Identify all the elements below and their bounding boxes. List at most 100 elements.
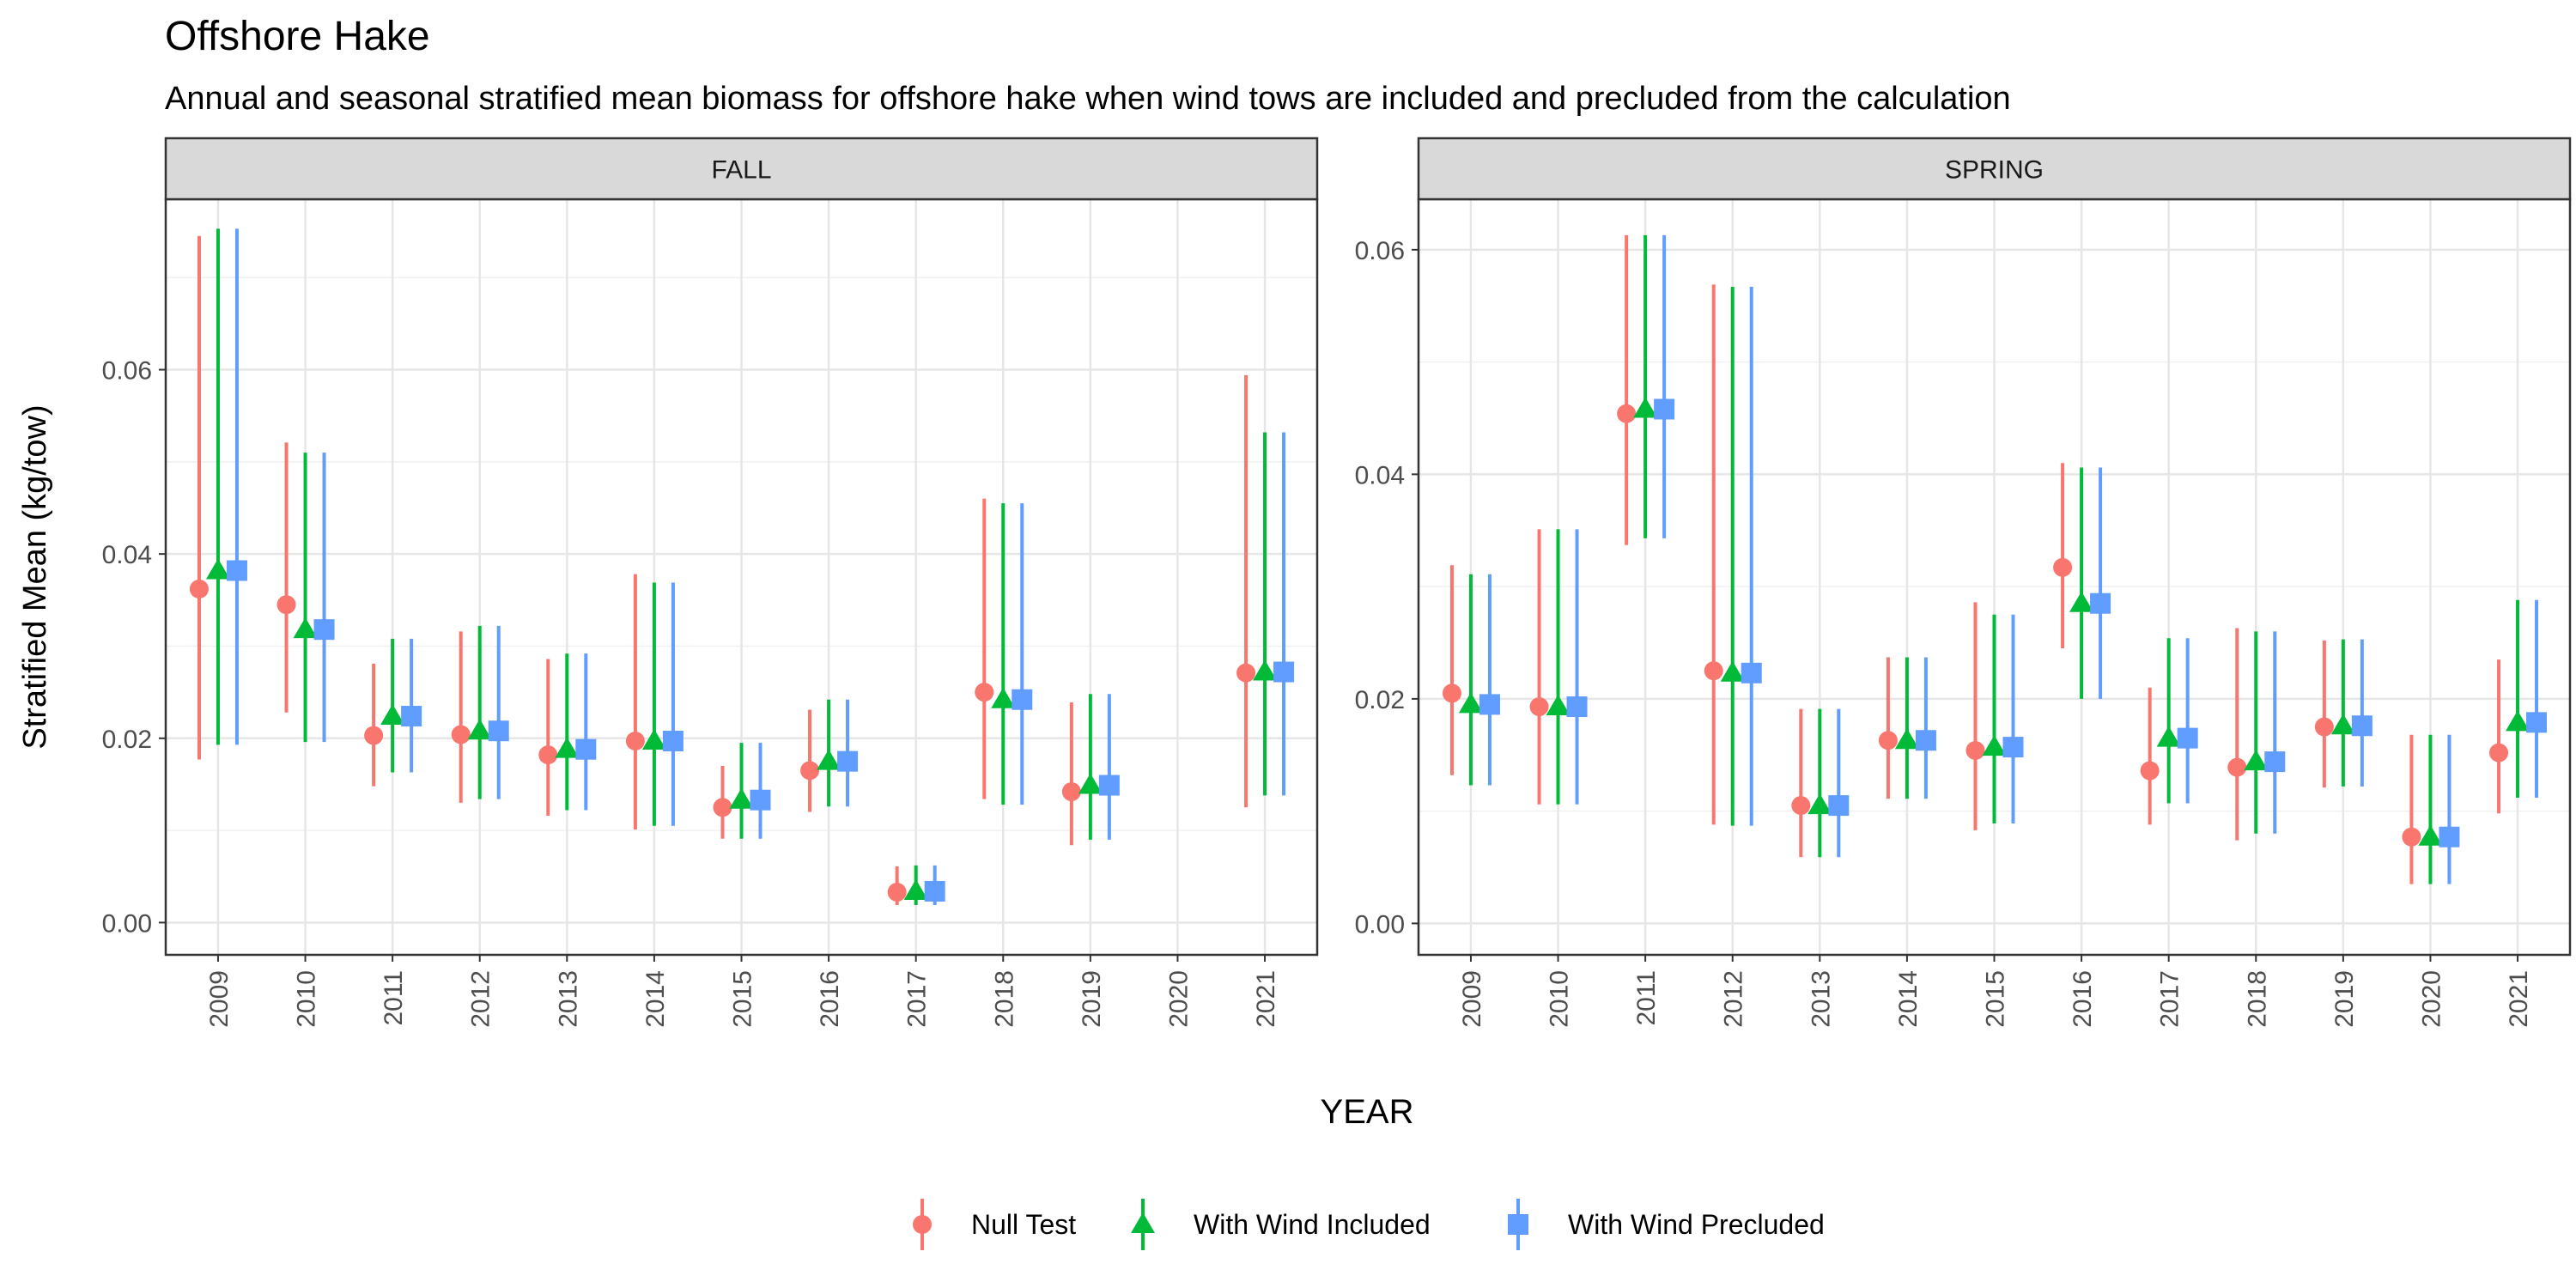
data-point <box>2177 727 2198 749</box>
data-point <box>1982 735 2007 756</box>
x-tick-label: 2018 <box>2243 970 2271 1028</box>
x-tick-label: 2010 <box>1546 970 1574 1028</box>
x-tick-label: 2009 <box>1458 970 1486 1028</box>
data-point <box>1828 795 1850 817</box>
data-point <box>2264 751 2286 773</box>
data-point <box>2351 715 2372 737</box>
data-point <box>2090 592 2111 614</box>
data-point <box>313 619 335 641</box>
x-tick-label: 2019 <box>1078 970 1106 1028</box>
data-point <box>837 750 859 772</box>
data-point <box>380 704 405 726</box>
data-point <box>189 579 209 598</box>
x-tick-label: 2010 <box>293 970 321 1028</box>
data-point <box>226 560 247 581</box>
x-tick-label: 2020 <box>2417 970 2445 1028</box>
x-tick-label: 2013 <box>1807 970 1835 1028</box>
data-point <box>1442 683 1461 703</box>
data-point <box>1479 694 1500 715</box>
panel-spring: 0.00 0.02 0.04 0.06 2009 2010 2011 2012 2013 2014… <box>1355 137 2572 1028</box>
series-with-wind-included <box>205 228 1278 906</box>
y-tick-label: 0.04 <box>102 541 152 569</box>
data-point <box>924 880 945 902</box>
data-point <box>817 749 841 770</box>
legend-key-marker <box>913 1215 932 1234</box>
data-point <box>1878 731 1898 750</box>
series-with-wind-precluded <box>1479 234 2548 884</box>
data-point <box>2506 710 2530 732</box>
y-tick-label: 0.00 <box>1355 910 1405 939</box>
x-tick-label: 2018 <box>990 970 1018 1028</box>
data-point <box>488 720 509 742</box>
data-point <box>1807 793 1832 815</box>
x-tick-label: 2013 <box>554 970 582 1028</box>
legend-key-marker <box>1508 1214 1528 1235</box>
data-point <box>800 761 820 781</box>
data-point <box>451 725 471 744</box>
facet-strip-label: SPRING <box>1945 156 2044 185</box>
x-tick-label: 2021 <box>1252 970 1280 1028</box>
x-tick-label: 2017 <box>903 970 932 1028</box>
facet-strip <box>164 137 1319 201</box>
x-tick-label: 2016 <box>2069 970 2097 1028</box>
x-tick-label: 2016 <box>816 970 844 1028</box>
data-point <box>1791 796 1811 816</box>
data-point <box>205 558 230 580</box>
data-point <box>625 732 645 751</box>
x-tick-label: 2011 <box>380 970 408 1026</box>
x-tick-label: 2011 <box>1632 970 1661 1026</box>
legend-label: Null Test <box>971 1209 1076 1240</box>
data-point <box>555 737 580 758</box>
data-point <box>1253 659 1278 681</box>
x-tick-label: 2015 <box>1982 970 2010 1028</box>
data-point <box>1012 689 1033 710</box>
panel-fall: 0.00 0.02 0.04 0.06 2009 2010 2011 2012 2013 2014… <box>102 137 1319 1028</box>
data-point <box>750 789 771 811</box>
legend: Null Test With Wind Included With Wind Pre… <box>913 1199 1825 1250</box>
data-point <box>1546 695 1571 716</box>
data-point <box>1617 404 1637 423</box>
data-point <box>1915 730 1936 751</box>
y-tick-label: 0.06 <box>1355 237 1405 265</box>
data-point <box>1704 661 1723 681</box>
data-point <box>1894 728 1919 750</box>
y-tick-label: 0.06 <box>102 357 152 386</box>
data-point <box>2330 714 2355 735</box>
data-point <box>2156 726 2181 747</box>
data-point <box>1566 696 1588 718</box>
legend-item: With Wind Included <box>1131 1199 1431 1250</box>
data-point <box>2439 826 2460 848</box>
x-tick-label: 2017 <box>2156 970 2184 1028</box>
x-tick-label: 2012 <box>467 970 495 1028</box>
x-tick-label: 2015 <box>729 970 757 1028</box>
x-tick-label: 2012 <box>1720 970 1748 1028</box>
legend-item: Null Test <box>913 1199 1076 1250</box>
x-tick-label: 2009 <box>205 970 234 1028</box>
data-point <box>2418 824 2443 846</box>
y-tick-label: 0.04 <box>1355 461 1405 489</box>
x-tick-label: 2020 <box>1164 970 1193 1028</box>
data-point <box>364 726 384 745</box>
data-point <box>1654 398 1675 420</box>
data-point <box>293 617 318 639</box>
data-point <box>1078 773 1103 794</box>
data-point <box>2002 737 2024 758</box>
data-point <box>276 595 296 615</box>
data-point <box>2526 712 2548 733</box>
y-axis-title: Stratified Mean (kg/tow) <box>17 404 53 749</box>
data-point <box>887 883 907 902</box>
data-point <box>467 719 492 740</box>
data-point <box>729 787 754 809</box>
data-point <box>641 729 666 750</box>
data-point <box>401 706 422 727</box>
data-point <box>1529 697 1549 717</box>
data-point <box>538 745 558 765</box>
data-point <box>1633 397 1658 418</box>
data-point <box>2140 761 2160 781</box>
legend-label: With Wind Precluded <box>1568 1209 1825 1240</box>
data-point <box>1273 661 1295 683</box>
x-tick-label: 2014 <box>1894 970 1923 1028</box>
data-point <box>2244 750 2269 771</box>
data-point <box>1236 663 1256 683</box>
